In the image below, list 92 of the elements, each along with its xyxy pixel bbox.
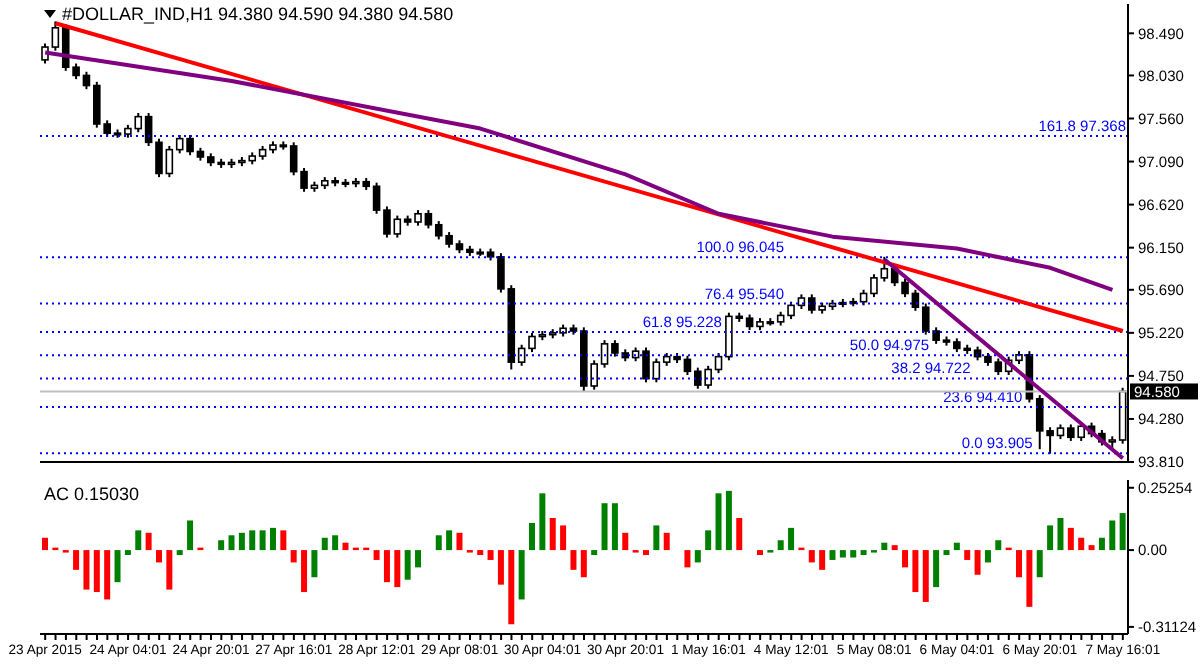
bar [943,550,950,556]
chart-title: AC 0.15030 [44,484,140,504]
bar [549,518,556,551]
bar [155,550,162,563]
bar [238,532,245,551]
bar [1016,550,1023,578]
bar [456,532,463,551]
bar [850,550,857,558]
bar [881,542,888,551]
bar [1067,527,1074,551]
bar [1088,545,1095,551]
bar [218,540,225,551]
bar [663,532,670,551]
bar [756,550,763,556]
bar [839,550,846,558]
bar [114,550,121,583]
bar [1026,550,1033,607]
bar [342,542,349,551]
bar [446,530,453,551]
bar [964,550,971,560]
bar [736,518,743,551]
bar [808,550,815,563]
bar [259,530,266,551]
bar [725,490,732,551]
bar [933,550,940,588]
bar [902,550,909,568]
bar [601,503,608,551]
bar [953,542,960,551]
bar [829,550,836,560]
bar [394,550,401,588]
bar [1047,525,1054,551]
bar [922,550,929,602]
chart-title: #DOLLAR_IND,H1 94.380 94.590 94.380 94.580 [62,4,454,24]
bar [860,550,867,556]
bar [777,540,784,551]
bar [705,530,712,551]
bar [611,503,618,551]
bar [560,525,567,551]
bar [539,493,546,551]
bar [187,520,194,551]
bar [135,530,142,551]
bar [694,550,701,563]
bar [487,550,494,560]
bar [104,550,111,600]
bar [642,550,649,556]
bar [497,550,504,585]
bar [435,535,442,551]
bar [332,535,339,551]
bar [529,522,536,551]
bar [912,550,919,593]
bar [622,532,629,551]
bar [570,550,577,570]
bar [176,550,183,556]
bar [383,550,390,583]
bar [93,550,100,593]
bar [145,532,152,551]
bar [373,550,380,560]
bar [995,540,1002,551]
bar [974,550,981,575]
bar [788,527,795,551]
bar [166,550,173,590]
bar [518,550,525,600]
bar [819,550,826,570]
bar [269,527,276,551]
bar [653,525,660,551]
bar [301,550,308,593]
bar [580,550,587,578]
bar [591,550,598,556]
bar [249,530,256,551]
bar [124,550,131,556]
bar [508,550,515,625]
bar [228,535,235,551]
bar [984,550,991,563]
bar [311,550,318,578]
bar [1057,518,1064,551]
bar [280,530,287,551]
bar [42,537,48,551]
bar [715,493,722,551]
bar [404,550,411,580]
bar [1036,550,1043,578]
bar [415,550,422,568]
bar [1119,513,1126,551]
bar [321,537,328,551]
bar [83,550,90,590]
bar [290,550,297,563]
bar [1078,537,1085,551]
bar [891,545,898,551]
bar [684,550,691,568]
bar [477,550,484,556]
bar [73,550,80,570]
bar [1098,537,1105,551]
bar [1109,520,1116,551]
